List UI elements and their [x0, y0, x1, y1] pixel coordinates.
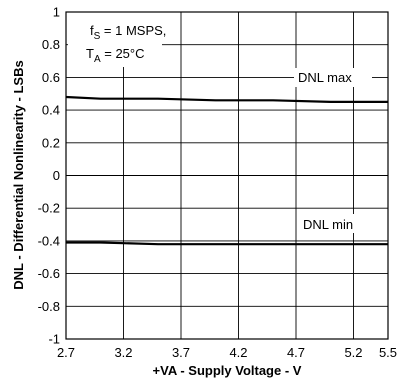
y-tick-label: 0.4	[42, 103, 60, 118]
dnl-min-label-bg	[300, 214, 372, 233]
y-axis-title: DNL - Differential Nonlinearity - LSBs	[11, 60, 26, 289]
dnl-min-label: DNL min	[303, 217, 353, 232]
x-tick-label: 4.2	[229, 345, 247, 360]
y-tick-label: -0.8	[38, 299, 60, 314]
dnl-max-line	[65, 95, 388, 104]
y-tick-label: -0.2	[38, 201, 60, 216]
ambient-temperature-label: TA = 25°C	[86, 46, 145, 65]
y-tick-label: -0.6	[38, 266, 60, 281]
y-tick-labels: -1 -0.8 -0.6 -0.4 -0.2 0 0.2 0.4 0.6 0.8 1	[38, 5, 60, 347]
y-tick-label: -0.4	[38, 233, 60, 248]
plot-frame	[65, 11, 389, 340]
x-tick-label: 3.2	[114, 345, 132, 360]
y-tick-label: 0	[53, 168, 60, 183]
y-tick-label: 0.6	[42, 70, 60, 85]
y-tick-label: 0.8	[42, 37, 60, 52]
dnl-max-label-bg	[294, 68, 372, 87]
dnl-min-line	[66, 241, 388, 246]
conditions-box-bg	[68, 11, 162, 67]
sampling-rate-label: fS = 1 MSPS,	[90, 23, 166, 42]
x-tick-label: 5.5	[379, 345, 397, 360]
x-tick-label: 3.7	[172, 345, 190, 360]
x-axis-title: +VA - Supply Voltage - V	[153, 363, 302, 378]
x-tick-label: 4.7	[287, 345, 305, 360]
dnl-max-label: DNL max	[298, 70, 352, 85]
x-tick-label: 2.7	[57, 345, 75, 360]
x-tick-labels: 2.7 3.2 3.7 4.2 4.7 5.2 5.5	[57, 345, 397, 360]
y-tick-label: -1	[48, 332, 60, 347]
y-tick-label: 0.2	[42, 135, 60, 150]
x-tick-label: 5.2	[344, 345, 362, 360]
y-tick-label: 1	[53, 5, 60, 20]
series-lines	[65, 95, 388, 246]
